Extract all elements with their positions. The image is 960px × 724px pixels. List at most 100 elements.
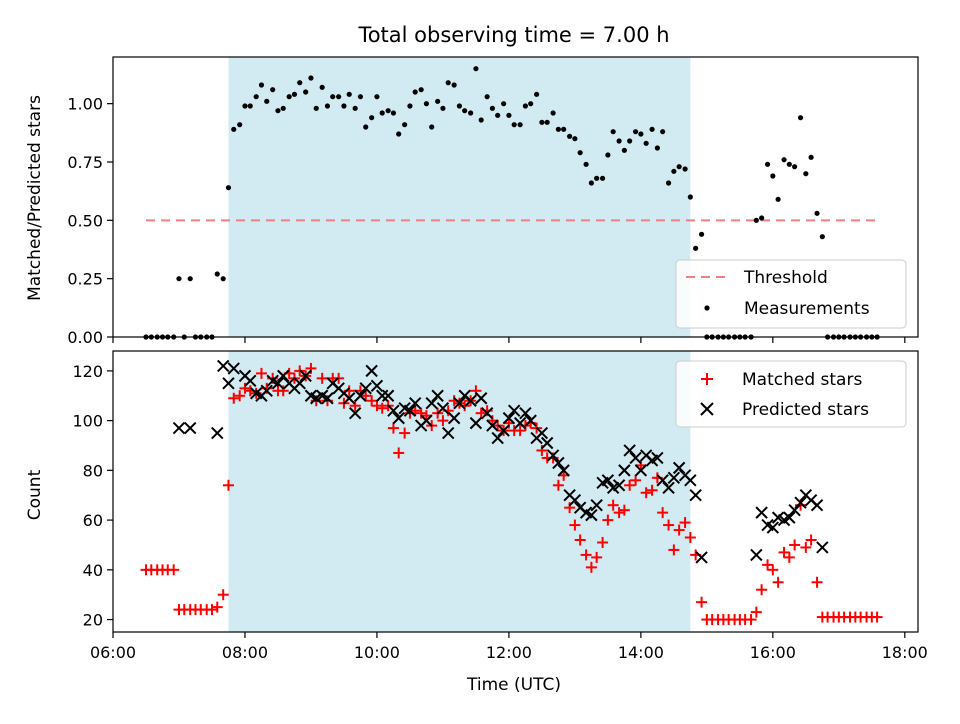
measurement-point [792, 164, 798, 170]
legend-label: Predicted stars [742, 400, 869, 420]
matched-star-point [607, 499, 619, 511]
measurement-point [341, 103, 347, 109]
measurement-point [539, 119, 545, 125]
measurement-point [555, 126, 561, 132]
predicted-star-point [667, 471, 681, 485]
measurement-point [643, 140, 649, 146]
predicted-star-point [750, 548, 763, 562]
predicted-star-point [568, 493, 582, 507]
measurement-point [324, 103, 331, 109]
measurement-point [567, 133, 573, 139]
predicted-star-point [359, 382, 372, 395]
matched-star-point [437, 415, 449, 427]
measurement-point [357, 94, 364, 100]
measurement-point [352, 105, 358, 111]
matched-star-point [585, 561, 597, 573]
measurement-point [489, 105, 496, 111]
predicted-star-point [557, 464, 570, 477]
measurement-point [770, 173, 776, 179]
measurement-point [363, 124, 369, 130]
predicted-star-point [513, 416, 527, 430]
predicted-star-point [403, 404, 417, 417]
predicted-star-point [497, 424, 510, 437]
matched-star-point [783, 551, 795, 563]
measurement-point [506, 112, 512, 118]
predicted-star-point [524, 414, 537, 427]
y-tick-label: 0.50 [67, 211, 103, 230]
y-tick-label: 20 [83, 611, 103, 630]
matched-star-point [778, 546, 790, 558]
measurement-point [764, 161, 771, 167]
measurement-point [385, 108, 391, 114]
y-tick-label: 0.25 [67, 270, 103, 289]
predicted-star-point [474, 392, 488, 405]
predicted-star-point [783, 511, 796, 524]
predicted-star-point [172, 421, 186, 435]
measurement-point [225, 185, 232, 191]
predicted-star-point [447, 411, 461, 425]
measurement-point [759, 215, 765, 221]
measurement-point [286, 94, 292, 100]
matched-star-point [624, 479, 636, 491]
predicted-star-point [672, 461, 686, 475]
predicted-star-point [519, 406, 532, 420]
predicted-star-point [656, 474, 669, 487]
predicted-star-point [684, 474, 697, 487]
y-tick-label: 0.00 [67, 328, 103, 347]
y-axis-label: Count [25, 469, 45, 520]
predicted-stars-points [172, 359, 829, 564]
measurement-point [445, 80, 451, 86]
matched-star-point [168, 564, 180, 576]
predicted-star-point [227, 362, 240, 375]
measurement-point [632, 129, 639, 135]
matched-star-point [800, 541, 812, 553]
measurement-point [588, 180, 594, 186]
measurement-point [412, 89, 418, 95]
y-tick-label: 1.00 [67, 95, 103, 114]
x-tick-label: 06:00 [90, 643, 136, 662]
predicted-star-point [788, 503, 801, 517]
legend-label: Measurements [744, 299, 870, 319]
measurement-point [462, 108, 468, 114]
measurement-point [775, 196, 781, 202]
measurement-point [264, 98, 270, 104]
matched-star-point [673, 524, 685, 536]
predicted-star-point [618, 464, 631, 477]
y-tick-label: 120 [72, 362, 103, 381]
matched-star-point [222, 479, 234, 491]
measurement-point [379, 110, 385, 116]
legend-label: Matched stars [742, 370, 862, 390]
measurement-point [423, 101, 430, 107]
matched-star-point [602, 514, 614, 526]
measurement-point [638, 131, 644, 137]
predicted-star-point [689, 489, 702, 502]
matched-star-point [750, 606, 762, 618]
measurement-point [418, 87, 424, 93]
predicted-star-point [585, 508, 598, 522]
predicted-star-point [629, 451, 642, 465]
matched-star-point [657, 507, 669, 519]
predicted-star-point [486, 419, 499, 432]
matched-star-point [387, 422, 399, 434]
legend-label: Threshold [743, 268, 828, 288]
matched-star-point [597, 536, 609, 548]
matched-star-point [399, 427, 411, 439]
matched-star-point [228, 392, 240, 404]
measurement-point [583, 161, 589, 167]
measurement-point [484, 94, 490, 100]
matched-star-point [393, 447, 405, 459]
predicted-star-point [392, 411, 405, 425]
measurement-point [550, 110, 556, 116]
measurement-point [621, 147, 627, 153]
predicted-star-point [271, 377, 285, 390]
plot-frame [112, 350, 919, 633]
legend-predicted-swatch [700, 402, 714, 416]
measurement-point [270, 87, 276, 93]
matched-star-point [668, 544, 680, 556]
measurement-point [660, 129, 666, 135]
measurement-point [616, 138, 622, 144]
measurement-point [319, 84, 325, 90]
matched-star-point [591, 551, 603, 563]
measurement-point [682, 166, 688, 172]
measurement-point [654, 145, 660, 151]
